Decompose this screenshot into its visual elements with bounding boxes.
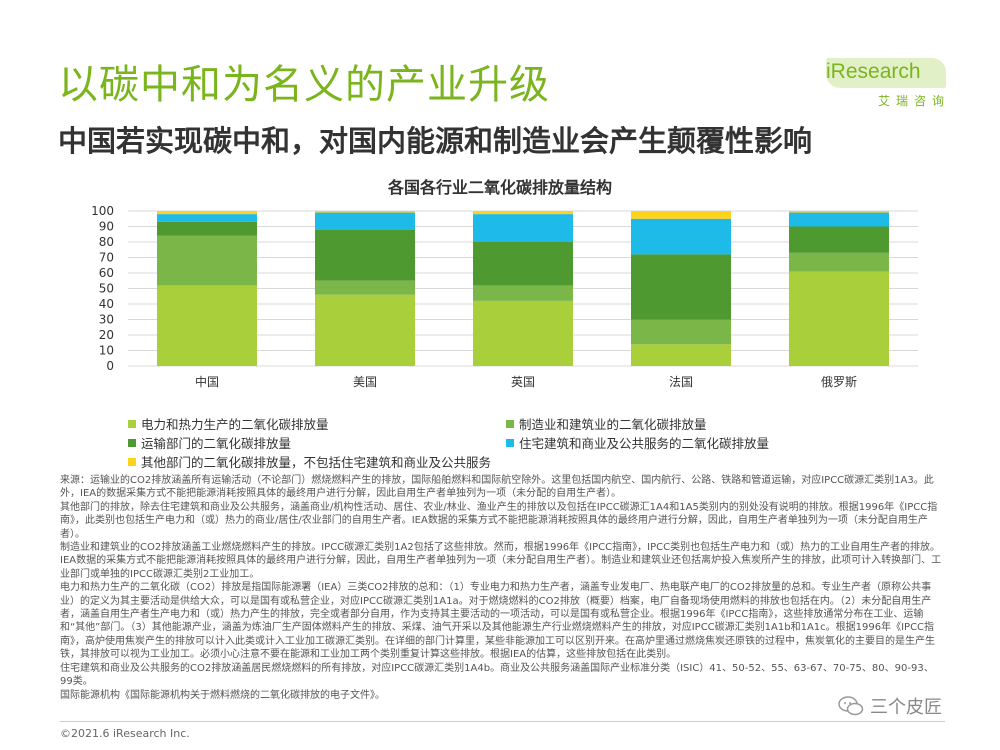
x-tick-label: 法国 bbox=[669, 375, 693, 389]
bar-segment bbox=[789, 212, 889, 227]
legend-swatch bbox=[128, 438, 136, 447]
bar-segment bbox=[157, 285, 257, 366]
y-tick-label: 20 bbox=[99, 328, 114, 342]
page-subtitle: 中国若实现碳中和，对国内能源和制造业会产生颠覆性影响 bbox=[58, 124, 813, 158]
legend-swatch bbox=[128, 457, 136, 466]
bar-segment bbox=[315, 280, 415, 295]
source-line: 其他部门的排放，除去住宅建筑和商业及公共服务，涵盖商业/机构性活动、居住、农业/… bbox=[60, 501, 938, 540]
y-tick-label: 50 bbox=[99, 282, 114, 296]
bar-segment bbox=[157, 214, 257, 222]
x-tick-label: 美国 bbox=[353, 375, 377, 389]
legend-label: 电力和热力生产的二氧化碳排放量 bbox=[141, 417, 329, 432]
source-line: 来源：运输业的CO2排放涵盖所有运输活动（不论部门）燃烧燃料产生的排放，国际船舶… bbox=[60, 475, 934, 500]
legend-swatch bbox=[506, 438, 514, 447]
bar-segment bbox=[789, 271, 889, 366]
copyright: ©2021.6 iResearch Inc. bbox=[60, 727, 190, 740]
bar-segment bbox=[473, 285, 573, 301]
bar-segment bbox=[157, 235, 257, 286]
wechat-watermark: 三个皮匠 bbox=[838, 693, 942, 719]
wechat-account: 三个皮匠 bbox=[870, 697, 942, 718]
legend-item-other: 其他部门的二氧化碳排放量，不包括住宅建筑和商业及公共服务 bbox=[128, 452, 491, 471]
legend-label: 住宅建筑和商业及公共服务的二氧化碳排放量 bbox=[519, 436, 770, 451]
legend-item-manufacturing: 制造业和建筑业的二氧化碳排放量 bbox=[506, 414, 707, 433]
y-tick-label: 0 bbox=[106, 359, 114, 373]
legend-label: 运输部门的二氧化碳排放量 bbox=[141, 436, 292, 451]
source-line: 制造业和建筑业的CO2排放涵盖工业燃烧燃料产生的排放。IPCC碳源汇类别1A2包… bbox=[60, 542, 942, 580]
legend-item-transport: 运输部门的二氧化碳排放量 bbox=[128, 433, 291, 452]
legend-item-residential: 住宅建筑和商业及公共服务的二氧化碳排放量 bbox=[506, 433, 769, 452]
source-notes: 来源：运输业的CO2排放涵盖所有运输活动（不论部门）燃烧燃料产生的排放，国际船舶… bbox=[60, 474, 945, 702]
source-line: 电力和热力生产的二氧化碳（CO2）排放是指国际能源署（IEA）三类CO2排放的总… bbox=[60, 582, 935, 661]
bar-segment bbox=[631, 218, 731, 255]
source-line: 住宅建筑和商业及公共服务的CO2排放涵盖居民燃烧燃料的所有排放，对应IPCC碳源… bbox=[60, 662, 934, 688]
bar-segment bbox=[631, 344, 731, 366]
bar-segment bbox=[789, 252, 889, 272]
y-tick-label: 30 bbox=[99, 313, 114, 327]
page-title: 以碳中和为名义的产业升级 bbox=[58, 62, 550, 108]
x-tick-label: 俄罗斯 bbox=[821, 375, 857, 389]
y-tick-label: 70 bbox=[99, 251, 114, 265]
iresearch-logo: iResearch 艾瑞咨询 bbox=[818, 56, 948, 108]
bar-segment bbox=[315, 212, 415, 230]
logo-leaf-icon bbox=[826, 58, 946, 88]
source-line: 国际能源机构《国际能源机构关于燃料燃烧的二氧化碳排放的电子文件》。 bbox=[60, 689, 385, 701]
y-tick-label: 40 bbox=[99, 297, 114, 311]
legend-swatch bbox=[506, 419, 514, 428]
wechat-icon bbox=[838, 696, 864, 716]
bar-segment bbox=[473, 214, 573, 242]
y-tick-label: 10 bbox=[99, 344, 114, 358]
bar-segment bbox=[631, 254, 731, 320]
bar-segment bbox=[789, 211, 889, 213]
footer-divider bbox=[60, 721, 945, 722]
bar-segment bbox=[631, 211, 731, 219]
bar-segment bbox=[315, 211, 415, 213]
legend-item-power: 电力和热力生产的二氧化碳排放量 bbox=[128, 414, 329, 433]
x-tick-label: 中国 bbox=[195, 374, 219, 389]
chart-legend: 电力和热力生产的二氧化碳排放量 制造业和建筑业的二氧化碳排放量 运输部门的二氧化… bbox=[128, 410, 848, 470]
legend-swatch bbox=[128, 419, 136, 428]
logo-brand-cn: 艾瑞咨询 bbox=[878, 94, 951, 108]
bar-segment bbox=[473, 211, 573, 215]
chart-title: 各国各行业二氧化碳排放量结构 bbox=[387, 178, 612, 197]
legend-label: 其他部门的二氧化碳排放量，不包括住宅建筑和商业及公共服务 bbox=[141, 455, 492, 470]
bar-segment bbox=[473, 300, 573, 366]
bar-segment bbox=[315, 294, 415, 366]
bar-segment bbox=[157, 211, 257, 215]
y-tick-label: 100 bbox=[91, 204, 114, 218]
y-tick-label: 80 bbox=[99, 235, 114, 249]
bar-segment bbox=[789, 226, 889, 253]
bar-segment bbox=[473, 242, 573, 286]
x-tick-label: 英国 bbox=[511, 375, 535, 389]
bar-segment bbox=[157, 221, 257, 236]
legend-label: 制造业和建筑业的二氧化碳排放量 bbox=[519, 417, 707, 432]
y-tick-label: 60 bbox=[99, 266, 114, 280]
logo-brand: iResearch bbox=[826, 60, 921, 83]
bar-segment bbox=[631, 319, 731, 345]
y-tick-label: 90 bbox=[99, 220, 114, 234]
bar-segment bbox=[315, 229, 415, 281]
